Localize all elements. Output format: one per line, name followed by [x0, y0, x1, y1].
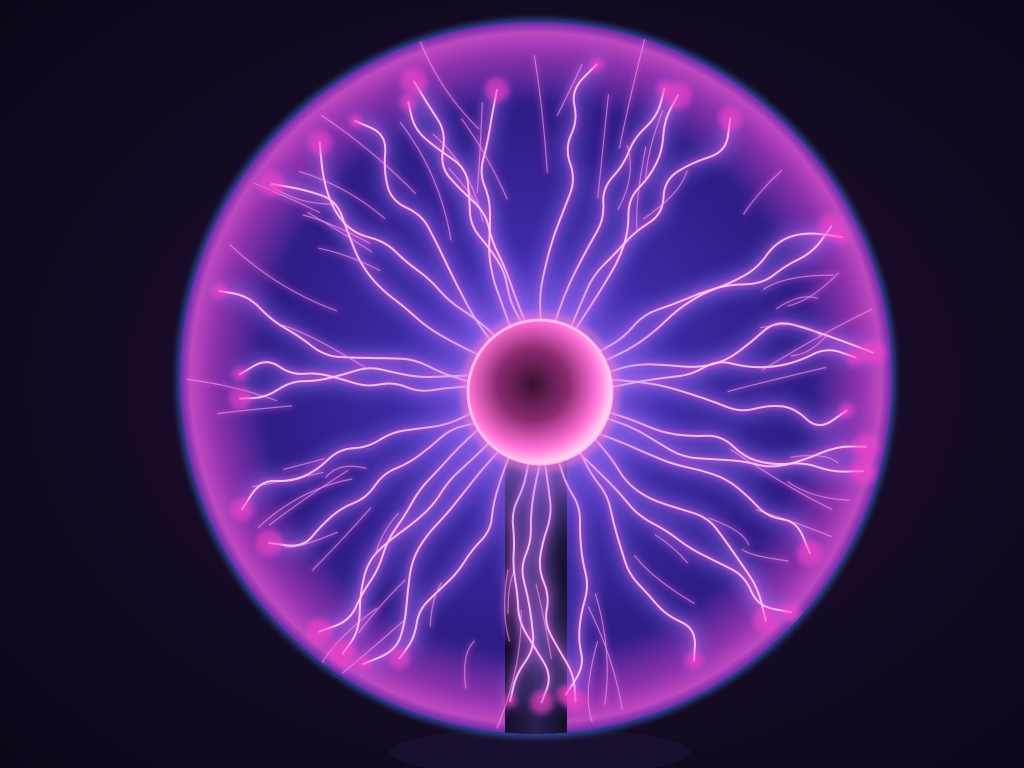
- plasma-branch: [229, 244, 338, 312]
- plasma-branch: [321, 115, 416, 194]
- plasma-branch: [727, 366, 827, 393]
- plasma-branch: [535, 583, 552, 660]
- plasma-branch: [325, 465, 367, 479]
- plasma-branch: [633, 555, 695, 604]
- plasma-branch: [587, 641, 599, 722]
- filament-contact-glow: [388, 648, 410, 670]
- filament-contact-glow: [849, 458, 877, 485]
- filament-contact-glow: [838, 402, 855, 419]
- plasma-branch: [708, 517, 750, 546]
- plasma-branch: [787, 481, 850, 501]
- filament-contact-glow: [860, 339, 886, 366]
- plasma-branch: [257, 478, 353, 528]
- plasma-branch: [587, 606, 623, 710]
- filament-contact-glow: [718, 106, 743, 131]
- plasma-branch: [399, 121, 452, 241]
- filament-contact-glow: [211, 283, 227, 299]
- filament-contact-glow: [853, 433, 879, 460]
- plasma-branch: [298, 171, 386, 220]
- filament-contact-glow: [232, 366, 248, 382]
- filament-contact-glow: [228, 387, 252, 410]
- filament-tips-layer: [211, 57, 886, 715]
- plasma-branch: [617, 145, 631, 210]
- plasma-branch: [374, 512, 399, 556]
- plasma-branch: [496, 610, 522, 729]
- plasma-branch: [533, 54, 548, 173]
- filament-contact-glow: [529, 690, 554, 715]
- plasma-branch: [787, 272, 840, 307]
- filament-contact-glow: [564, 689, 587, 713]
- plasma-branch: [342, 620, 404, 674]
- plasma-branch: [743, 169, 783, 215]
- plasma-branch: [790, 454, 839, 464]
- plasma-branch: [307, 211, 373, 253]
- plasma-branch: [463, 640, 475, 689]
- plasma-branch: [775, 296, 819, 310]
- filament-contact-glow: [400, 68, 428, 95]
- plasma-branch: [636, 146, 647, 230]
- plasma-branch: [312, 507, 372, 571]
- lamp-base: [390, 728, 690, 768]
- plasma-branch: [277, 323, 368, 370]
- filament-contact-glow: [664, 81, 692, 110]
- plasma-branch: [504, 569, 510, 642]
- filament-contact-glow: [306, 618, 333, 645]
- plasma-branch: [476, 102, 483, 194]
- plasma-branch: [186, 378, 277, 402]
- plasma-branch: [318, 247, 381, 271]
- filament-contact-glow: [796, 540, 823, 567]
- filament-contact-glow: [348, 114, 362, 128]
- filament-contact-glow: [685, 651, 704, 670]
- filament-contact-glow: [834, 228, 851, 246]
- filament-contact-glow: [484, 77, 510, 103]
- filament-contact-glow: [355, 656, 371, 672]
- electrode-rim: [466, 318, 614, 466]
- plasma-branch: [217, 405, 293, 415]
- plasma-branch: [597, 94, 609, 199]
- filament-contact-glow: [399, 93, 418, 111]
- plasma-branch: [654, 534, 689, 564]
- plasma-branch: [556, 63, 583, 117]
- plasma-branch: [762, 274, 834, 291]
- filament-contact-glow: [589, 57, 604, 72]
- plasma-branch: [741, 548, 789, 562]
- plasma-branch: [642, 170, 688, 220]
- plasma-branch: [644, 110, 664, 183]
- filament-contact-glow: [307, 130, 333, 155]
- filament-contact-glow: [255, 529, 283, 557]
- plasma-branch: [618, 36, 646, 149]
- filament-contact-glow: [328, 639, 357, 668]
- filament-contact-glow: [753, 608, 779, 634]
- filament-contact-glow: [259, 171, 285, 197]
- plasma-branch: [461, 118, 508, 200]
- filament-contact-glow: [230, 497, 254, 521]
- plasma-branch: [302, 214, 371, 244]
- filament-contact-glow: [504, 694, 517, 708]
- plasma-branch: [790, 335, 827, 357]
- plasma-branch: [358, 579, 406, 634]
- plasma-branch: [429, 582, 442, 627]
- plasma-branch: [283, 531, 338, 548]
- plasma-branch: [759, 324, 822, 337]
- plasma-branch: [283, 458, 325, 470]
- plasma-branch: [730, 449, 833, 510]
- plasma-branch: [268, 469, 349, 526]
- filament-contact-glow: [782, 603, 801, 622]
- electrode-ball: [468, 320, 612, 464]
